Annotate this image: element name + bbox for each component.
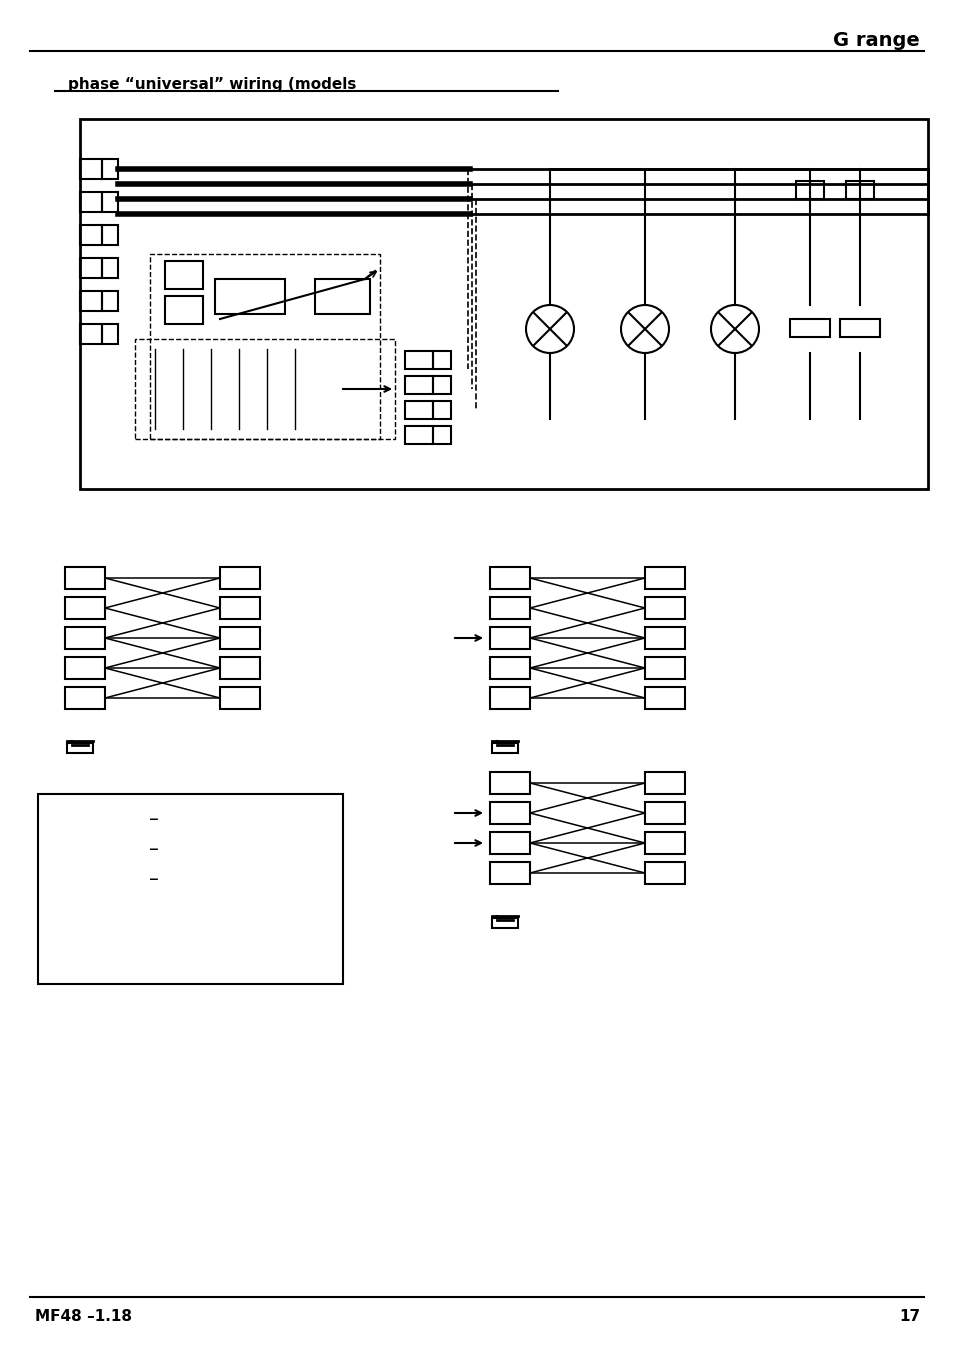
Bar <box>102 291 118 312</box>
Bar <box>65 598 105 619</box>
Bar <box>220 598 260 619</box>
Bar <box>644 772 684 795</box>
Bar <box>220 687 260 710</box>
Bar <box>220 567 260 590</box>
Bar <box>644 567 684 590</box>
Bar <box>38 795 343 983</box>
Bar <box>490 567 530 590</box>
Bar <box>433 376 451 394</box>
Bar <box>433 401 451 420</box>
Text: –: – <box>149 870 158 889</box>
Bar <box>65 687 105 710</box>
Bar <box>102 225 118 246</box>
Bar <box>490 687 530 710</box>
Bar <box>80 192 102 212</box>
Bar <box>150 254 379 438</box>
Text: G range: G range <box>832 31 919 50</box>
Bar <box>433 351 451 370</box>
Bar <box>490 862 530 884</box>
Bar <box>80 324 102 344</box>
Bar <box>314 279 370 314</box>
Bar <box>405 426 433 444</box>
Text: –: – <box>149 809 158 828</box>
Bar <box>165 260 203 289</box>
Bar <box>102 192 118 212</box>
Bar <box>80 291 102 312</box>
Bar <box>135 339 395 438</box>
Bar <box>795 181 823 200</box>
Bar <box>644 657 684 679</box>
Bar <box>644 598 684 619</box>
Bar <box>65 567 105 590</box>
Bar <box>214 279 285 314</box>
Bar <box>845 181 873 200</box>
Bar <box>102 258 118 278</box>
Bar <box>490 772 530 795</box>
Text: 17: 17 <box>898 1309 919 1323</box>
Bar <box>490 803 530 824</box>
Text: MF48 –1.18: MF48 –1.18 <box>35 1309 132 1323</box>
Bar <box>492 919 517 928</box>
Bar <box>80 225 102 246</box>
Text: phase “universal” wiring (models: phase “universal” wiring (models <box>68 77 356 92</box>
Bar <box>405 376 433 394</box>
Bar <box>65 657 105 679</box>
Bar <box>644 627 684 649</box>
Text: –: – <box>149 839 158 858</box>
Bar <box>80 258 102 278</box>
Bar <box>490 657 530 679</box>
Bar <box>102 324 118 344</box>
Bar <box>492 743 517 753</box>
Bar <box>220 627 260 649</box>
Bar <box>433 426 451 444</box>
Bar <box>65 627 105 649</box>
Bar <box>644 803 684 824</box>
Bar <box>405 351 433 370</box>
Bar <box>789 318 829 337</box>
Bar <box>490 832 530 854</box>
Bar <box>80 159 102 179</box>
Bar <box>490 627 530 649</box>
Bar <box>80 119 927 488</box>
Bar <box>405 401 433 420</box>
Bar <box>165 295 203 324</box>
Bar <box>490 598 530 619</box>
Bar <box>102 159 118 179</box>
Bar <box>840 318 879 337</box>
Bar <box>644 687 684 710</box>
Bar <box>644 862 684 884</box>
Bar <box>220 657 260 679</box>
Bar <box>644 832 684 854</box>
Bar <box>67 743 92 753</box>
